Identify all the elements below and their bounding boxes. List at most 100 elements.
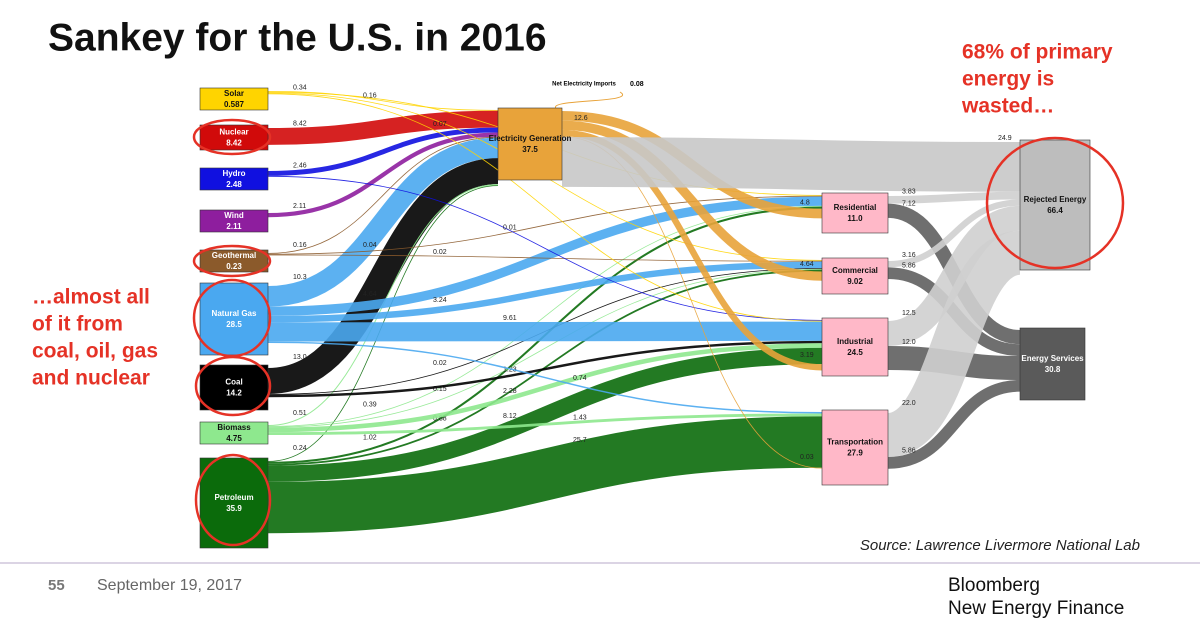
brand: Bloomberg [948,575,1040,596]
annotation: energy is [962,68,1054,91]
annotation: and nuclear [32,367,150,390]
highlight [194,355,272,417]
node-label: Commercial [832,266,878,275]
highlight [985,136,1125,270]
node-label: Hydro [222,169,245,178]
chart-title: Sankey for the U.S. in 2016 [48,16,547,59]
highlight [192,118,272,156]
node-value: 0.587 [224,100,245,109]
flow-label: 9.61 [503,315,517,322]
flow [267,195,823,255]
flow [267,205,823,427]
nodes: Solar 0.587 Nuclear 8.42 Hydro 2.48 Wind 2.11 Ge… [199,81,1091,549]
flow [267,416,823,534]
flow [267,137,499,307]
flow-label: 0.39 [363,402,377,409]
node [199,282,269,356]
brand: New Energy Finance [948,598,1124,619]
node-label: Rejected Energy [1024,195,1087,204]
flow [267,268,823,428]
flow-label: 2.46 [293,162,307,169]
node-value: 24.5 [847,348,863,357]
flow [267,132,499,218]
flow-label: 0.16 [363,93,377,100]
flow-label: 8.12 [503,413,517,420]
flow [267,413,823,436]
flow-label: 0.04 [363,242,377,249]
flow-label: 1.23 [503,367,517,374]
flow-label: 7.12 [902,200,916,207]
flow-label: 0.02 [433,249,447,256]
annotation: wasted… [961,95,1054,118]
node-label: Wind [224,211,244,220]
annotation: 68% of primary [962,41,1113,64]
flow-label: 0.15 [433,386,447,393]
flow [267,110,499,145]
flow-label: 2.28 [503,388,517,395]
flow [267,347,823,482]
node [199,209,269,233]
flow [561,120,823,281]
flow-label: 4.8 [800,200,810,207]
node-value: 28.5 [226,320,242,329]
node [821,409,889,486]
flow-label: 0.74 [573,375,587,382]
flow [267,196,823,316]
node-value: 14.2 [226,389,242,398]
flow [267,91,499,111]
flow [267,93,823,322]
node-value: 30.8 [1045,365,1061,374]
node-label: Petroleum [214,493,253,502]
flow-label: 12.6 [574,115,588,122]
flow [886,205,1022,346]
flow-label: 2.11 [293,203,306,210]
flow [267,261,823,323]
flow [554,91,624,111]
node-label: Nuclear [219,128,248,137]
highlight [192,244,272,278]
flow-label: 25.7 [573,437,587,444]
flow [887,191,1021,204]
annotation: coal, oil, gas [32,340,158,363]
node-value: 66.4 [1047,206,1063,215]
links: 0.34 8.42 2.46 2.11 0.16 10.3 13.0 0.51 0.24 0.16… [267,84,1024,534]
annotation: of it from [32,313,123,336]
flow-label: 12.0 [902,339,916,346]
node [199,364,269,411]
flow-label: 12.5 [902,310,916,317]
flow [884,230,1024,457]
node [199,421,269,445]
flow-label: 22.0 [902,400,916,407]
flow-label: 0.07 [433,121,447,128]
node-value: 35.9 [226,504,242,513]
node-value: 9.02 [847,277,863,286]
date: September 19, 2017 [97,577,242,594]
node [497,107,563,181]
node-value: 27.9 [847,449,863,458]
flow-label: 1.02 [363,435,377,442]
node-label: Residential [834,203,877,212]
flow-label: 3.19 [800,352,814,359]
flow-label: 1.43 [573,414,587,421]
node [1019,327,1086,401]
node [821,192,889,234]
flow-label: 0.03 [800,454,814,461]
flow-label: 10.3 [293,274,307,281]
flow-label: 3.24 [433,297,447,304]
node-label: Geothermal [212,251,256,260]
node-value: 11.0 [847,214,863,223]
node-label: Natural Gas [212,309,257,318]
highlight-circles [192,118,1125,547]
node-label: Solar [224,89,244,98]
node-label: Industrial [837,337,873,346]
flow-label: 0.16 [293,242,307,249]
node-value: 2.11 [226,222,242,231]
node-value: 0.08 [630,81,644,88]
flow [561,137,1021,192]
flow [267,136,499,254]
flow-label: 0.01 [503,225,517,232]
flow-label: 4.64 [363,291,377,298]
flow-label: 8.42 [293,120,307,127]
flow-label: 0.02 [433,360,447,367]
flow-label: 13.0 [293,354,307,361]
